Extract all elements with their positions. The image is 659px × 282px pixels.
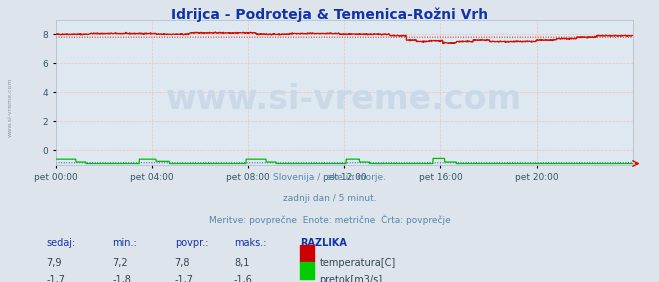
- Text: 7,8: 7,8: [175, 258, 190, 268]
- Text: 7,9: 7,9: [46, 258, 62, 268]
- Text: RAZLIKA: RAZLIKA: [300, 238, 347, 248]
- Text: www.si-vreme.com: www.si-vreme.com: [166, 83, 523, 116]
- Text: sedaj:: sedaj:: [46, 238, 75, 248]
- Text: -1,6: -1,6: [234, 275, 253, 282]
- Text: povpr.:: povpr.:: [175, 238, 208, 248]
- Text: 7,2: 7,2: [112, 258, 128, 268]
- Text: maks.:: maks.:: [234, 238, 266, 248]
- Text: temperatura[C]: temperatura[C]: [320, 258, 396, 268]
- Text: Meritve: povprečne  Enote: metrične  Črta: povprečje: Meritve: povprečne Enote: metrične Črta:…: [209, 214, 450, 224]
- Text: www.si-vreme.com: www.si-vreme.com: [8, 78, 13, 137]
- Text: pretok[m3/s]: pretok[m3/s]: [320, 275, 383, 282]
- Text: Idrijca - Podroteja & Temenica-Rožni Vrh: Idrijca - Podroteja & Temenica-Rožni Vrh: [171, 7, 488, 21]
- Text: zadnji dan / 5 minut.: zadnji dan / 5 minut.: [283, 194, 376, 203]
- Text: min.:: min.:: [112, 238, 137, 248]
- Text: -1,7: -1,7: [46, 275, 65, 282]
- Text: 8,1: 8,1: [234, 258, 249, 268]
- Text: Slovenija / reke in morje.: Slovenija / reke in morje.: [273, 173, 386, 182]
- Text: -1,8: -1,8: [112, 275, 131, 282]
- Text: -1,7: -1,7: [175, 275, 194, 282]
